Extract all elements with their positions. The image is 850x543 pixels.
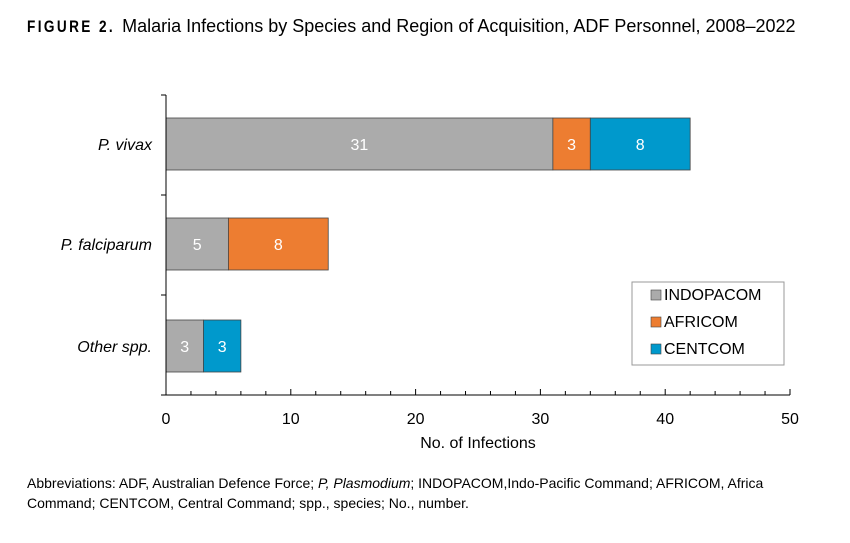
footnote-italic: P, Plasmodium xyxy=(318,475,411,491)
x-tick-label: 40 xyxy=(656,411,674,428)
footnote-text: Abbreviations: ADF, Australian Defence F… xyxy=(27,475,319,491)
bar-chart: 31 3 8 P. vivax 5 8 P. falciparum 3 3 Other spp. 0… xyxy=(61,94,799,452)
data-label: 3 xyxy=(567,137,576,154)
data-label: 8 xyxy=(274,237,283,254)
bar-segment xyxy=(165,217,229,271)
legend-swatch xyxy=(650,289,662,301)
data-label: 31 xyxy=(351,137,369,154)
x-tick-label: 50 xyxy=(781,411,799,428)
bar-segment xyxy=(589,117,691,171)
x-tick-label: 0 xyxy=(162,411,171,428)
legend-swatch xyxy=(650,343,662,355)
legend-label: INDOPACOM xyxy=(664,287,761,304)
bar-segment xyxy=(203,319,242,373)
category-label: P. falciparum xyxy=(61,237,152,254)
data-label: 5 xyxy=(193,237,202,254)
x-tick-label: 30 xyxy=(532,411,550,428)
bar-segment xyxy=(165,117,554,171)
data-label: 3 xyxy=(218,339,227,356)
footnote-text-2: ; INDOPACOM,Indo-Pacific Command; AFRICO… xyxy=(27,475,764,511)
figure-title: FIGURE 2. Malaria Infections by Species … xyxy=(27,16,796,37)
footnote: Abbreviations: ADF, Australian Defence F… xyxy=(27,473,827,513)
figure-title-text: Malaria Infections by Species and Region… xyxy=(122,16,796,36)
data-label: 8 xyxy=(636,137,645,154)
legend-swatch xyxy=(650,316,662,328)
x-tick-label: 20 xyxy=(407,411,425,428)
x-tick-label: 10 xyxy=(282,411,300,428)
bar-segment xyxy=(227,217,329,271)
category-label: P. vivax xyxy=(98,137,153,154)
legend-label: CENTCOM xyxy=(664,341,745,358)
data-label: 3 xyxy=(180,339,189,356)
bar-segment xyxy=(165,319,204,373)
category-label: Other spp. xyxy=(77,339,152,356)
legend-label: AFRICOM xyxy=(664,314,738,331)
figure-label: FIGURE 2. xyxy=(27,17,116,36)
x-axis-title: No. of Infections xyxy=(420,435,536,452)
